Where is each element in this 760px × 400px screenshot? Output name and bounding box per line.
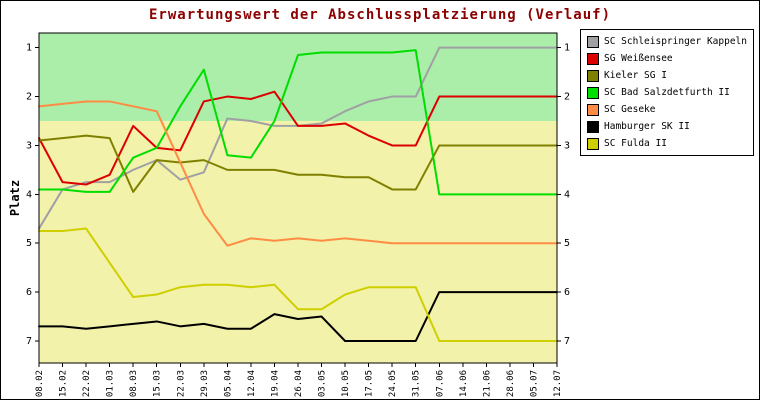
legend-item: SC Bad Salzdetfurth II xyxy=(587,86,747,99)
series-line xyxy=(38,100,558,247)
legend-swatch xyxy=(587,137,599,150)
legend-swatch xyxy=(587,35,599,48)
series-line xyxy=(38,291,558,342)
series-line xyxy=(38,90,558,186)
y-tick-label: 4 xyxy=(26,189,32,200)
x-tick-label: 19.04 xyxy=(270,370,280,397)
x-tick-label: 10.05 xyxy=(341,370,351,397)
y-tick-label: 6 xyxy=(564,287,570,298)
legend-swatch xyxy=(587,86,599,99)
y-tick-label: 1 xyxy=(26,43,32,54)
x-tick-label: 29.03 xyxy=(200,370,210,397)
x-tick-label: 22.03 xyxy=(176,370,186,397)
x-tick-label: 12.04 xyxy=(247,370,257,397)
legend-label: SG Weißensee xyxy=(604,53,673,64)
series-line xyxy=(38,227,558,342)
y-tick-label: 7 xyxy=(26,336,32,347)
y-tick-label: 3 xyxy=(564,140,570,151)
legend-swatch xyxy=(587,69,599,82)
legend-item: SG Weißensee xyxy=(587,52,747,65)
x-tick-label: 15.02 xyxy=(59,370,69,397)
x-tick-label: 15.03 xyxy=(153,370,163,397)
legend-item: Hamburger SK II xyxy=(587,120,747,133)
legend: SC Schleispringer Kappeln SG Weißensee Kie… xyxy=(580,29,754,156)
x-tick-label: 05.07 xyxy=(529,370,539,397)
upper-green-zone xyxy=(39,33,557,121)
y-tick-label: 6 xyxy=(26,287,32,298)
legend-label: SC Bad Salzdetfurth II xyxy=(604,87,730,98)
y-tick-label: 2 xyxy=(564,92,570,103)
y-tick-label: 5 xyxy=(564,238,570,249)
legend-label: SC Fulda II xyxy=(604,138,667,149)
x-tick-label: 31.05 xyxy=(412,370,422,397)
legend-swatch xyxy=(587,120,599,133)
legend-label: Hamburger SK II xyxy=(604,121,690,132)
legend-item: SC Geseke xyxy=(587,103,747,116)
x-tick-label: 24.05 xyxy=(388,370,398,397)
x-tick-label: 08.03 xyxy=(129,370,139,397)
plot-zones xyxy=(39,33,557,363)
y-tick-label: 7 xyxy=(564,336,570,347)
y-tick-label: 2 xyxy=(26,92,32,103)
y-tick-label: 4 xyxy=(564,189,570,200)
x-tick-label: 21.06 xyxy=(482,370,492,397)
x-tick-label: 03.05 xyxy=(318,370,328,397)
y-tick-label: 5 xyxy=(26,238,32,249)
legend-item: Kieler SG I xyxy=(587,69,747,82)
x-axis: 08.02 15.02 22.02 01.03 08.03 15.03 22.03 29.03… xyxy=(35,363,563,397)
x-tick-label: 01.03 xyxy=(106,370,116,397)
legend-item: SC Schleispringer Kappeln xyxy=(587,35,747,48)
series-line xyxy=(38,49,558,196)
x-tick-label: 28.06 xyxy=(506,370,516,397)
x-tick-label: 12.07 xyxy=(553,370,563,397)
x-tick-label: 05.04 xyxy=(223,370,233,397)
y-tick-label: 1 xyxy=(564,43,570,54)
lower-yellow-zone xyxy=(39,121,557,363)
legend-label: SC Geseke xyxy=(604,104,656,115)
x-tick-label: 26.04 xyxy=(294,370,304,397)
y-tick-label: 3 xyxy=(26,140,32,151)
x-tick-label: 14.06 xyxy=(459,370,469,397)
x-tick-label: 22.02 xyxy=(82,370,92,397)
legend-swatch xyxy=(587,52,599,65)
legend-swatch xyxy=(587,103,599,116)
series-line xyxy=(38,134,558,193)
x-tick-label: 08.02 xyxy=(35,370,45,397)
y-axis: 1 1 2 2 3 3 4 4 5 5 6 6 7 7 xyxy=(26,43,570,347)
legend-label: Kieler SG I xyxy=(604,70,667,81)
series-lines xyxy=(38,46,558,342)
x-tick-label: 07.06 xyxy=(435,370,445,397)
chart-title: Erwartungswert der Abschlussplatzierung … xyxy=(148,7,611,23)
x-tick-label: 17.05 xyxy=(365,370,375,397)
legend-item: SC Fulda II xyxy=(587,137,747,150)
legend-label: SC Schleispringer Kappeln xyxy=(604,36,747,47)
